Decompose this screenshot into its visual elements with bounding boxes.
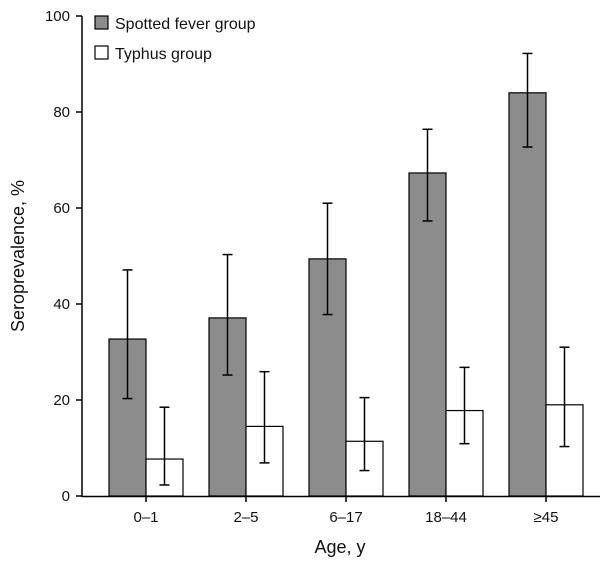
x-ticks: 0–1 2–5 6–17 18–44 ≥45 (133, 496, 558, 526)
bar-spotted-fever (408, 172, 447, 497)
x-tick-label: 0–1 (133, 509, 158, 526)
x-tick-label: ≥45 (534, 509, 559, 526)
legend-swatch-spotted-fever (94, 15, 109, 30)
legend: Spotted fever group Typhus group (94, 15, 256, 63)
bar-spotted-fever (508, 92, 547, 497)
x-tick-label: 6–17 (329, 509, 362, 526)
y-tick-label: 60 (53, 200, 70, 217)
y-tick-label: 40 (53, 296, 70, 313)
bars (108, 92, 584, 497)
y-tick-label: 100 (45, 8, 70, 25)
y-tick-label: 20 (53, 392, 70, 409)
legend-swatch-typhus (94, 45, 109, 60)
x-tick-label: 2–5 (233, 509, 258, 526)
x-tick-label: 18–44 (425, 509, 467, 526)
y-tick-label: 80 (53, 104, 70, 121)
legend-label-spotted-fever: Spotted fever group (115, 16, 256, 33)
x-axis-title: Age, y (314, 537, 365, 557)
error-bars (122, 52, 570, 486)
y-ticks: 0 20 40 60 80 100 (45, 8, 82, 505)
y-axis-title: Seroprevalence, % (8, 180, 28, 332)
bar-spotted-fever (108, 338, 147, 497)
y-tick-label: 0 (62, 488, 70, 505)
legend-label-typhus: Typhus group (115, 46, 212, 63)
